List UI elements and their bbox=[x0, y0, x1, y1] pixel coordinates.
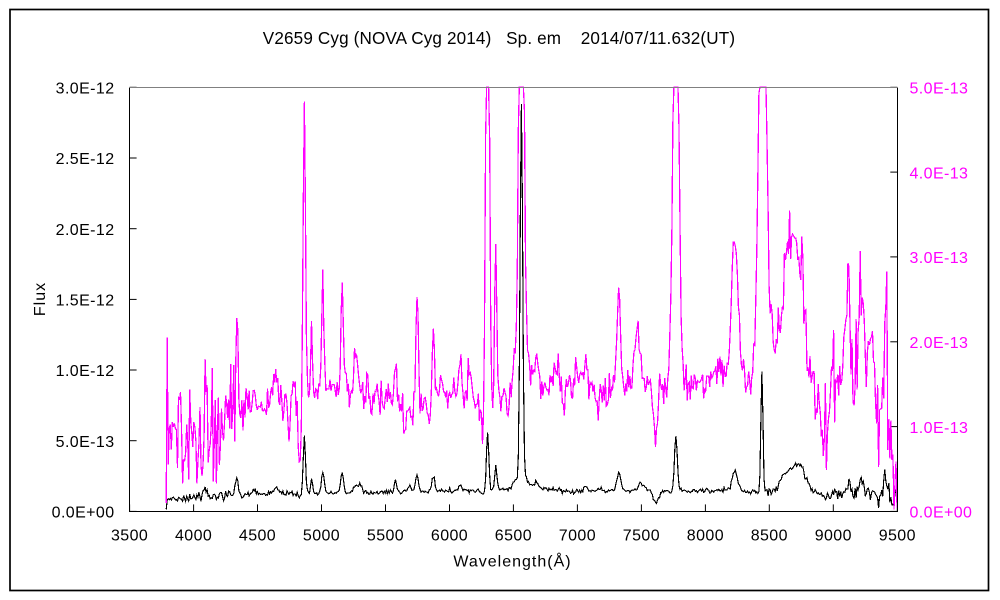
svg-text:9000: 9000 bbox=[815, 528, 852, 545]
svg-text:3.0E-12: 3.0E-12 bbox=[56, 81, 115, 98]
svg-text:7500: 7500 bbox=[623, 528, 660, 545]
svg-text:8000: 8000 bbox=[687, 528, 724, 545]
svg-text:5000: 5000 bbox=[303, 528, 340, 545]
svg-text:7000: 7000 bbox=[559, 528, 596, 545]
svg-text:3.0E-13: 3.0E-13 bbox=[910, 250, 969, 267]
svg-text:5.0E-13: 5.0E-13 bbox=[56, 434, 115, 451]
svg-text:4500: 4500 bbox=[239, 528, 276, 545]
svg-text:5.0E-13: 5.0E-13 bbox=[910, 81, 969, 98]
svg-text:4.0E-13: 4.0E-13 bbox=[910, 165, 969, 182]
svg-text:5500: 5500 bbox=[367, 528, 404, 545]
svg-text:1.5E-12: 1.5E-12 bbox=[56, 293, 115, 310]
svg-text:0.0E+00: 0.0E+00 bbox=[910, 505, 973, 522]
svg-text:8500: 8500 bbox=[751, 528, 788, 545]
svg-text:V2659 Cyg (NOVA Cyg 2014) Sp: V2659 Cyg (NOVA Cyg 2014) Sp. em 2014/07… bbox=[263, 29, 735, 48]
svg-text:2.0E-12: 2.0E-12 bbox=[56, 222, 115, 239]
svg-text:0.0E+00: 0.0E+00 bbox=[52, 505, 115, 522]
svg-text:3500: 3500 bbox=[111, 528, 148, 545]
svg-text:1.0E-12: 1.0E-12 bbox=[56, 363, 115, 380]
svg-text:6500: 6500 bbox=[495, 528, 532, 545]
svg-text:2.5E-12: 2.5E-12 bbox=[56, 151, 115, 168]
svg-text:Wavelength(Å): Wavelength(Å) bbox=[453, 552, 571, 571]
svg-text:Flux: Flux bbox=[32, 282, 49, 316]
svg-text:6000: 6000 bbox=[431, 528, 468, 545]
svg-text:9500: 9500 bbox=[879, 528, 916, 545]
svg-text:1.0E-13: 1.0E-13 bbox=[910, 420, 969, 437]
svg-text:2.0E-13: 2.0E-13 bbox=[910, 335, 969, 352]
svg-text:4000: 4000 bbox=[175, 528, 212, 545]
